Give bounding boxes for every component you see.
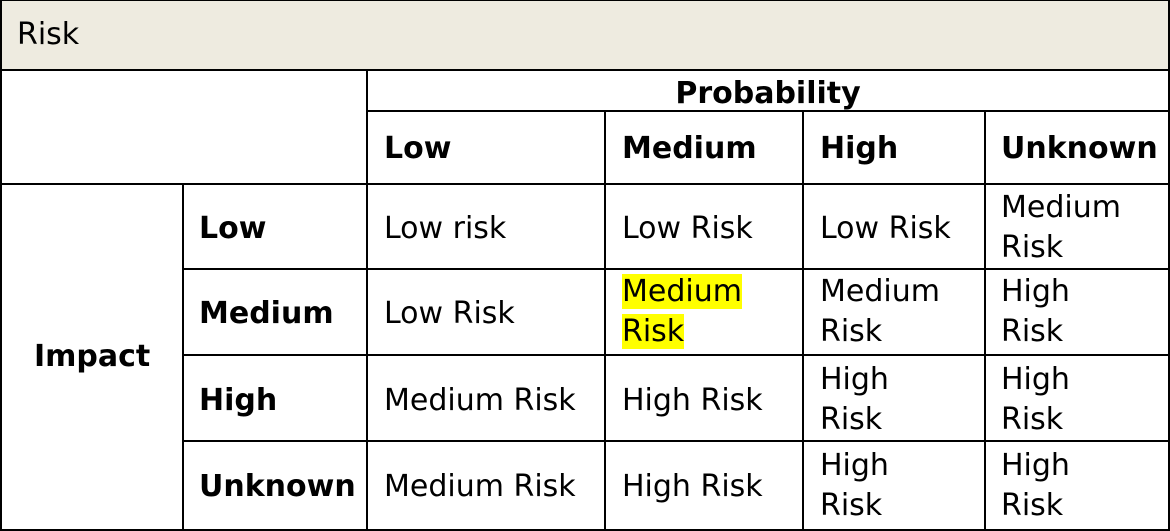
cell-unknown-medium: High Risk [622,469,763,504]
row-label-high: High [199,383,278,418]
cell-medium-high: Medium Risk [820,274,940,349]
cell-low-medium: Low Risk [622,211,753,246]
row-divider-3 [182,440,1170,442]
row-divider-1 [182,268,1170,270]
probability-divider [367,110,1170,112]
cell-low-low: Low risk [384,211,507,246]
cell-high-high: High Risk [820,362,889,437]
column-header-low: Low [384,131,452,166]
cell-low-high: Low Risk [820,211,951,246]
column-divider-2 [802,111,804,531]
table-title-bar: Risk [0,0,1170,71]
impact-header: Impact [34,339,151,374]
cell-medium-low: Low Risk [384,296,515,331]
highlighted-cell-text: Medium Risk [622,274,742,349]
header-divider [0,183,1170,185]
cell-unknown-high: High Risk [820,448,889,523]
cell-high-unknown: High Risk [1001,362,1070,437]
column-header-unknown: Unknown [1001,131,1158,166]
table-title: Risk [17,17,80,52]
row-label-unknown: Unknown [199,469,356,504]
cell-high-medium: High Risk [622,383,763,418]
column-divider-3 [984,111,986,531]
cell-low-unknown: Medium Risk [1001,190,1121,265]
table-border-left [0,0,2,531]
cell-medium-unknown: High Risk [1001,274,1070,349]
column-header-medium: Medium [622,131,757,166]
cell-unknown-unknown: High Risk [1001,448,1070,523]
row-label-low: Low [199,211,267,246]
cell-medium-medium: Medium Risk [622,272,772,352]
column-divider-impact [182,183,184,531]
table-border-right [1168,0,1170,531]
cell-high-low: Medium Risk [384,383,576,418]
row-label-medium: Medium [199,296,334,331]
row-divider-2 [182,354,1170,356]
probability-header: Probability [675,76,861,111]
cell-unknown-low: Medium Risk [384,469,576,504]
column-divider-label [366,70,368,531]
column-header-high: High [820,131,899,166]
column-divider-1 [604,111,606,531]
table-border-bottom [0,529,1170,531]
